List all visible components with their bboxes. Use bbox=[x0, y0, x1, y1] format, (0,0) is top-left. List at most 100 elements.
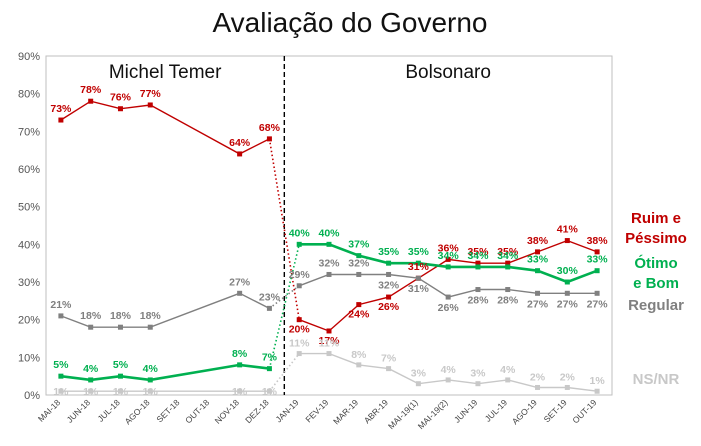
x-tick-label: MAI-19(1) bbox=[386, 397, 420, 431]
side-label-line: e Bom bbox=[633, 275, 679, 292]
series-line-segment bbox=[60, 292, 270, 328]
data-label: 32% bbox=[348, 257, 370, 269]
series-transition-link bbox=[268, 244, 300, 369]
data-point bbox=[296, 317, 302, 323]
series-layer bbox=[58, 98, 600, 394]
data-label: 36% bbox=[438, 242, 460, 254]
data-label: 1% bbox=[262, 386, 278, 398]
data-label: 7% bbox=[381, 353, 397, 365]
data-point bbox=[326, 241, 332, 247]
data-label: 27% bbox=[229, 276, 251, 288]
data-label: 23% bbox=[259, 291, 281, 303]
x-tick-label: SET-19 bbox=[542, 397, 569, 424]
y-tick-label: 20% bbox=[18, 315, 40, 327]
x-tick-label: JUL-19 bbox=[483, 397, 510, 424]
data-label: 32% bbox=[318, 257, 340, 269]
chart-title: Avaliação do Governo bbox=[213, 7, 488, 38]
data-point bbox=[117, 324, 123, 330]
data-point bbox=[415, 275, 421, 281]
y-tick-label: 50% bbox=[18, 202, 40, 214]
data-label: 2% bbox=[560, 371, 576, 383]
side-label-ruim-e-pessimo: Ruim e Péssimo bbox=[625, 210, 687, 247]
data-label: 1% bbox=[53, 386, 69, 398]
data-label: 1% bbox=[113, 386, 129, 398]
data-label: 18% bbox=[80, 310, 102, 322]
data-label: 37% bbox=[348, 239, 370, 251]
data-label: 35% bbox=[378, 246, 400, 258]
side-label-otimo-e-bom: Ótimo e Bom bbox=[633, 254, 679, 292]
data-label: 35% bbox=[408, 246, 430, 258]
series-transition-link bbox=[268, 353, 300, 392]
data-label: 18% bbox=[110, 310, 132, 322]
data-label: 24% bbox=[348, 309, 370, 321]
data-point bbox=[445, 264, 451, 270]
side-label-regular: Regular bbox=[628, 297, 684, 314]
data-label: 11% bbox=[319, 338, 340, 350]
data-label: 3% bbox=[470, 368, 486, 380]
data-label: 34% bbox=[467, 250, 489, 262]
data-label: 4% bbox=[441, 364, 457, 376]
series-ruim-e-pessimo bbox=[58, 98, 600, 334]
data-label: 27% bbox=[587, 298, 609, 310]
data-point bbox=[237, 388, 243, 394]
x-tick-label: OUT-19 bbox=[570, 397, 598, 425]
data-label: 38% bbox=[527, 235, 549, 247]
data-point bbox=[147, 324, 153, 330]
x-tick-label: FEV-19 bbox=[303, 397, 330, 424]
data-point bbox=[296, 351, 302, 357]
data-point bbox=[445, 294, 451, 300]
x-tick-label: JUN-18 bbox=[65, 397, 93, 425]
data-point bbox=[594, 388, 600, 394]
series-transition-link bbox=[268, 138, 300, 320]
data-label: 17% bbox=[318, 335, 340, 347]
y-axis: 0% 10% 20% 30% 40% 50% 60% 70% 80% 90% bbox=[18, 51, 40, 402]
data-point bbox=[266, 388, 272, 394]
data-label: 40% bbox=[318, 227, 340, 239]
period-label-michel-temer: Michel Temer bbox=[109, 62, 222, 83]
y-tick-label: 90% bbox=[18, 51, 40, 63]
data-label: 30% bbox=[557, 265, 579, 277]
data-label: 77% bbox=[140, 88, 162, 100]
data-point bbox=[147, 377, 153, 383]
x-tick-label: JUL-18 bbox=[95, 397, 122, 424]
x-tick-label: SET-18 bbox=[154, 397, 181, 424]
period-labels: Michel Temer Bolsonaro bbox=[109, 62, 491, 83]
data-point bbox=[564, 279, 570, 285]
data-point bbox=[475, 260, 481, 266]
data-label: 28% bbox=[467, 295, 489, 307]
data-label: 3% bbox=[411, 368, 427, 380]
data-label: 4% bbox=[143, 363, 159, 375]
data-label: 32% bbox=[378, 279, 400, 291]
data-point bbox=[386, 260, 392, 266]
data-point bbox=[445, 377, 451, 383]
data-point bbox=[296, 241, 302, 247]
data-label: 5% bbox=[53, 359, 69, 371]
y-tick-label: 10% bbox=[18, 352, 40, 364]
side-label-line: Péssimo bbox=[625, 230, 687, 247]
data-point bbox=[356, 271, 362, 277]
data-point bbox=[117, 106, 123, 112]
data-point bbox=[564, 290, 570, 296]
legend-side-labels: Ruim e Péssimo Ótimo e Bom Regular NS/NR bbox=[625, 210, 687, 388]
data-point bbox=[58, 388, 64, 394]
data-point bbox=[594, 249, 600, 255]
data-point bbox=[117, 373, 123, 379]
data-label: 34% bbox=[497, 250, 519, 262]
data-point bbox=[386, 366, 392, 372]
data-label: 31% bbox=[408, 283, 430, 295]
data-label: 68% bbox=[259, 122, 281, 134]
x-tick-label: OUT-18 bbox=[183, 397, 211, 425]
data-label: 76% bbox=[110, 92, 132, 104]
data-label: 11% bbox=[289, 338, 310, 350]
x-tick-label: MAR-19 bbox=[331, 397, 360, 426]
data-label: 31% bbox=[408, 261, 430, 273]
data-label: 5% bbox=[113, 359, 129, 371]
data-point bbox=[58, 373, 64, 379]
data-label: 1% bbox=[143, 386, 159, 398]
y-tick-label: 60% bbox=[18, 164, 40, 176]
data-label: 20% bbox=[289, 324, 311, 336]
data-label: 28% bbox=[497, 295, 519, 307]
data-point bbox=[475, 381, 481, 387]
data-point bbox=[356, 302, 362, 308]
